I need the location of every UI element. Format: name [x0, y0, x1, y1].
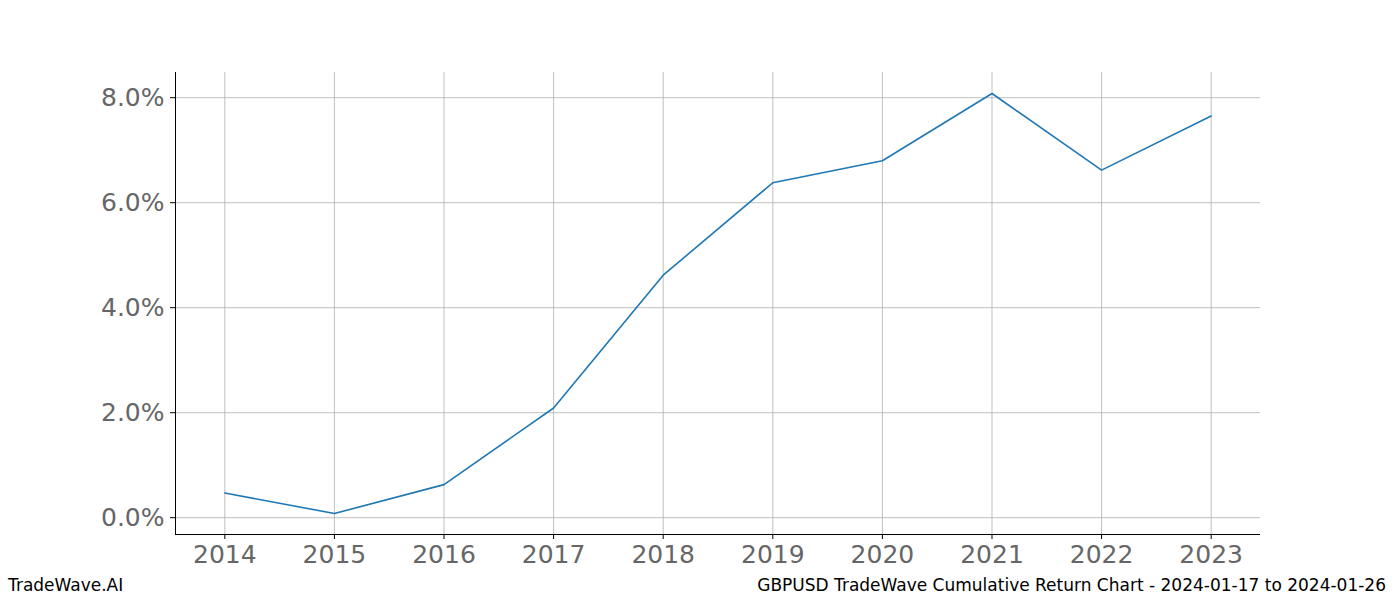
svg-text:2023: 2023: [1179, 540, 1243, 569]
svg-text:2017: 2017: [522, 540, 586, 569]
svg-text:4.0%: 4.0%: [101, 293, 165, 322]
svg-text:2016: 2016: [412, 540, 476, 569]
svg-text:2019: 2019: [741, 540, 805, 569]
svg-text:2022: 2022: [1070, 540, 1134, 569]
svg-text:2020: 2020: [851, 540, 915, 569]
svg-text:2018: 2018: [631, 540, 695, 569]
svg-text:6.0%: 6.0%: [101, 188, 165, 217]
svg-text:2021: 2021: [960, 540, 1024, 569]
svg-text:0.0%: 0.0%: [101, 503, 165, 532]
svg-text:8.0%: 8.0%: [101, 83, 165, 112]
svg-text:2.0%: 2.0%: [101, 398, 165, 427]
svg-text:2014: 2014: [193, 540, 257, 569]
html-text:TradeWave.AI: TradeWave.AI: [8, 575, 124, 595]
svg-text:2015: 2015: [303, 540, 367, 569]
html-text:GBPUSD TradeWave Cumulative Re: GBPUSD TradeWave Cumulative Return Chart…: [757, 575, 1386, 595]
